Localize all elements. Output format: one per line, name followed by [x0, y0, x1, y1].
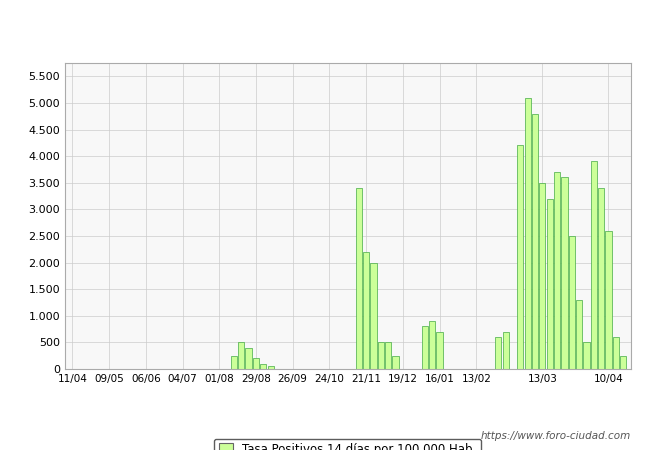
Bar	[591, 162, 597, 369]
Bar	[583, 342, 590, 369]
Bar	[569, 236, 575, 369]
Bar	[620, 356, 627, 369]
Bar	[576, 300, 582, 369]
Bar	[422, 326, 428, 369]
Bar	[598, 188, 604, 369]
Bar	[525, 98, 531, 369]
Bar	[393, 356, 398, 369]
Bar	[385, 342, 391, 369]
Bar	[378, 342, 384, 369]
Bar	[260, 364, 266, 369]
Bar	[268, 366, 274, 369]
Bar	[370, 262, 376, 369]
Bar	[554, 172, 560, 369]
Text: Municipio de Massalcoreig - COVID-19: Municipio de Massalcoreig - COVID-19	[154, 18, 496, 36]
Bar	[429, 321, 436, 369]
Bar	[613, 337, 619, 369]
Bar	[356, 188, 362, 369]
Bar	[436, 332, 443, 369]
Bar	[253, 358, 259, 369]
Bar	[363, 252, 369, 369]
Bar	[540, 183, 545, 369]
Bar	[502, 332, 509, 369]
Bar	[562, 177, 567, 369]
Bar	[517, 145, 523, 369]
Bar	[605, 231, 612, 369]
Bar	[246, 348, 252, 369]
Bar	[532, 113, 538, 369]
Text: https://www.foro-ciudad.com: https://www.foro-ciudad.com	[480, 431, 630, 441]
Bar	[495, 337, 501, 369]
Bar	[238, 342, 244, 369]
Bar	[231, 356, 237, 369]
Bar	[547, 199, 553, 369]
Legend: Tasa Positivos 14 días por 100.000 Hab.: Tasa Positivos 14 días por 100.000 Hab.	[214, 439, 482, 450]
